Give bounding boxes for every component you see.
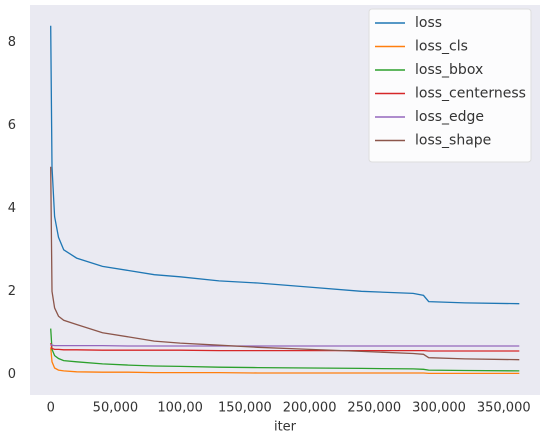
series-line bbox=[50, 342, 520, 352]
legend: loss loss_cls loss_bbox loss_centernessloss… bbox=[368, 8, 532, 163]
x-tick-label: 100,00 bbox=[157, 401, 203, 416]
y-tick-label: 0 bbox=[8, 367, 16, 382]
legend-label: loss_centerness bbox=[415, 86, 526, 102]
y-tick-label: 4 bbox=[8, 201, 16, 216]
series-line bbox=[50, 347, 520, 375]
legend-label: loss_cls bbox=[415, 39, 468, 55]
legend-box bbox=[368, 8, 532, 163]
x-tick-label: 350,000 bbox=[477, 401, 531, 416]
x-tick-label: 250,000 bbox=[347, 401, 401, 416]
y-tick-label: 8 bbox=[8, 35, 16, 50]
legend-label: loss_edge bbox=[415, 109, 484, 125]
series-line bbox=[50, 328, 520, 372]
x-tick-label: 300,000 bbox=[412, 401, 466, 416]
x-tick-label: 0 bbox=[47, 401, 55, 416]
x-tick-label: 50,000 bbox=[93, 401, 139, 416]
legend-label: loss bbox=[415, 15, 442, 31]
y-tick-label: 2 bbox=[8, 284, 16, 299]
legend-label: loss_shape bbox=[415, 133, 491, 149]
x-tick-label: 200,000 bbox=[283, 401, 337, 416]
legend-label: loss_bbox bbox=[415, 62, 483, 78]
y-tick-label: 6 bbox=[8, 118, 16, 133]
series-line bbox=[50, 343, 520, 347]
series-line bbox=[50, 166, 520, 361]
x-axis-label: iter bbox=[274, 420, 297, 435]
series-line bbox=[50, 25, 520, 305]
x-tick-label: 150,000 bbox=[218, 401, 272, 416]
